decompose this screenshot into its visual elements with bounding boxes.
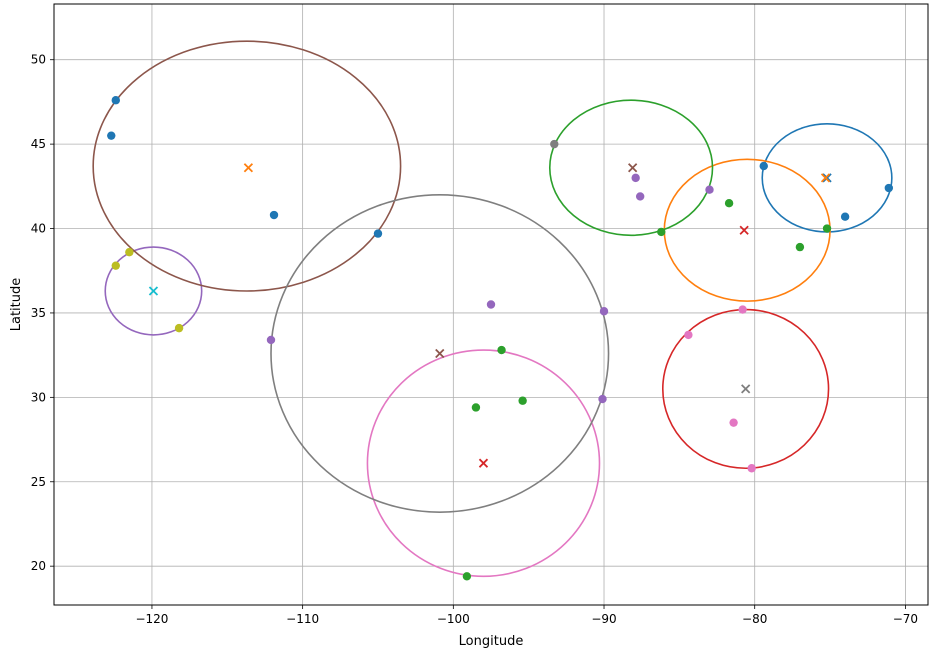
data-points (107, 96, 894, 581)
city-point (125, 247, 134, 257)
x-tick-label: −120 (135, 612, 168, 626)
city-point (373, 229, 383, 238)
city-point (518, 396, 527, 405)
city-point (497, 345, 506, 355)
city-point (111, 96, 120, 105)
city-point (269, 210, 279, 220)
y-tick-label: 50 (31, 53, 46, 67)
x-tick-label: −90 (591, 612, 616, 626)
centroid-x-marker (148, 286, 159, 296)
grid-lines (54, 4, 928, 605)
y-tick-label: 25 (31, 475, 46, 489)
city-point (884, 183, 894, 193)
centroid-markers (148, 163, 832, 468)
centroid-x-marker (243, 163, 254, 173)
city-point (657, 227, 666, 237)
x-tick-label: −110 (286, 612, 319, 626)
y-tick-label: 40 (31, 222, 46, 236)
cluster-circles (92, 40, 893, 578)
city-point (822, 224, 832, 233)
x-tick-label: −70 (893, 612, 918, 626)
x-axis-ticks: −120 −110 −100 −90 −80 −70 (135, 605, 918, 626)
city-point (599, 307, 609, 316)
cluster-circle (366, 349, 601, 578)
city-point (747, 464, 756, 473)
x-tick-label: −80 (742, 612, 767, 626)
centroid-x-marker (820, 173, 831, 183)
y-tick-label: 45 (31, 137, 46, 151)
city-point (705, 185, 714, 194)
centroid-x-marker (822, 173, 832, 183)
y-axis-ticks: 20 25 30 35 40 45 50 (31, 53, 54, 573)
city-point (724, 199, 734, 208)
centroid-x-marker (435, 348, 445, 359)
city-point (631, 173, 640, 183)
cluster-circle (92, 40, 402, 292)
y-tick-label: 30 (31, 390, 46, 404)
city-point (795, 242, 805, 252)
city-point (684, 330, 693, 340)
x-axis-label: Longitude (459, 634, 524, 649)
city-point (111, 261, 120, 270)
y-tick-label: 35 (31, 306, 46, 320)
city-point (550, 139, 559, 149)
city-point (462, 572, 472, 581)
y-axis-label: Latitude (9, 278, 24, 332)
centroid-x-marker (628, 163, 638, 173)
city-point (107, 131, 116, 140)
city-point (759, 161, 768, 171)
city-point (738, 305, 747, 314)
city-point (471, 403, 481, 412)
x-tick-label: −100 (437, 612, 470, 626)
city-point (266, 335, 276, 345)
cluster-circle (270, 193, 610, 513)
city-point (729, 418, 738, 427)
centroid-x-marker (478, 458, 489, 468)
plot-frame (53, 3, 929, 606)
city-point (174, 323, 184, 333)
cluster-circle (104, 246, 203, 336)
y-tick-label: 20 (31, 559, 46, 573)
centroid-x-marker (741, 384, 751, 394)
city-point (486, 300, 496, 309)
city-point (635, 192, 645, 201)
city-point (598, 394, 607, 404)
cluster-circle (548, 99, 714, 237)
centroid-x-marker (739, 225, 749, 235)
city-point (840, 212, 850, 221)
